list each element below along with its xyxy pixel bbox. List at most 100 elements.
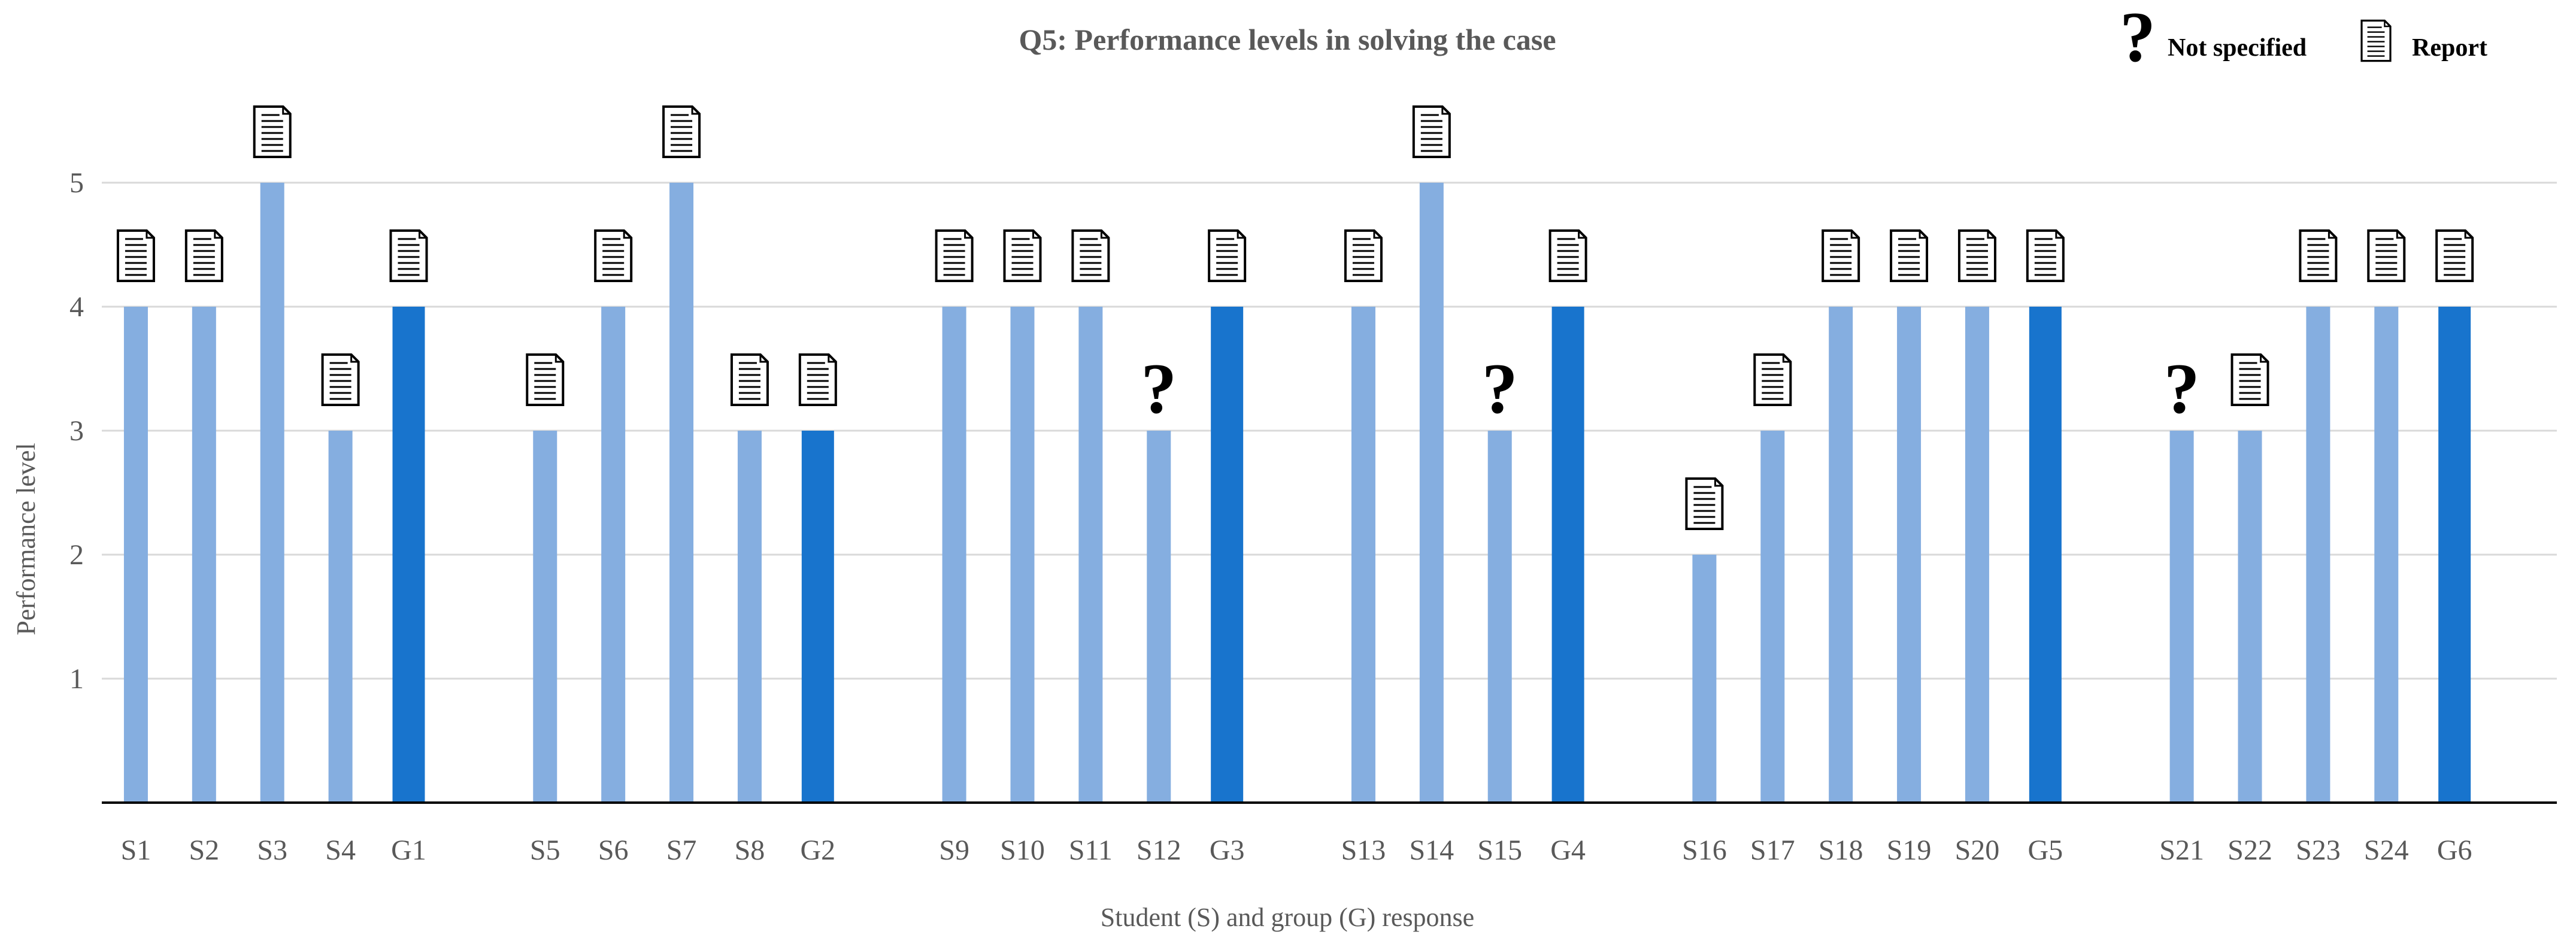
chart-title: Q5: Performance levels in solving the ca… (1019, 23, 1556, 56)
report-icon (1071, 229, 1110, 282)
report-icon (389, 229, 428, 282)
question-icon: ? (1141, 349, 1177, 428)
question-icon: ? (2164, 349, 2200, 428)
report-icon (1753, 353, 1792, 406)
legend-item-not-specified: ? Not specified (2120, 0, 2307, 77)
y-tick-label: 4 (69, 291, 84, 323)
x-tick-label: S23 (2296, 834, 2341, 866)
report-icon (1208, 229, 1247, 282)
bar-g1 (392, 307, 425, 803)
report-icon (1890, 229, 1929, 282)
bars (123, 183, 2471, 803)
bar-s11 (1078, 307, 1103, 803)
x-tick-label: S16 (1682, 834, 1727, 866)
report-icon (2435, 229, 2474, 282)
x-axis-label: Student (S) and group (G) response (1101, 903, 1474, 932)
x-tick-label: S12 (1137, 834, 1181, 866)
report-icon (1822, 229, 1860, 282)
bar-s14 (1419, 183, 1444, 803)
bar-s9 (942, 307, 966, 803)
x-tick-label: S19 (1887, 834, 1932, 866)
bar-s19 (1897, 307, 1922, 803)
report-icon (1344, 229, 1383, 282)
bar-s10 (1010, 307, 1035, 803)
x-tick-label: S14 (1409, 834, 1454, 866)
x-tick-label: S1 (121, 834, 151, 866)
x-tick-label: G6 (2437, 834, 2472, 866)
y-tick-label: 1 (69, 663, 84, 695)
x-tick-label: S18 (1819, 834, 1863, 866)
bar-s2 (192, 307, 216, 803)
bar-g4 (1551, 307, 1584, 803)
y-tick-labels: 1 2 3 4 5 (69, 167, 84, 695)
x-tick-label: G3 (1210, 834, 1245, 866)
report-icon (184, 229, 223, 282)
y-axis-label: Performance level (11, 443, 41, 635)
bar-s12 (1147, 431, 1171, 803)
bar-s5 (533, 431, 557, 803)
bar-s22 (2238, 431, 2262, 803)
bar-g5 (2029, 307, 2062, 803)
bar-g6 (2438, 307, 2471, 803)
legend: ? Not specified Report (2120, 0, 2487, 77)
x-tick-label: S3 (257, 834, 287, 866)
report-icon (2230, 353, 2269, 406)
x-tick-label: S24 (2364, 834, 2409, 866)
x-tick-label: S13 (1341, 834, 1386, 866)
report-icon (253, 105, 292, 158)
report-icon (730, 353, 769, 406)
bar-s15 (1487, 431, 1512, 803)
x-tick-label: S21 (2159, 834, 2204, 866)
question-icon: ? (1482, 349, 1518, 428)
bar-s23 (2306, 307, 2330, 803)
report-icon (935, 229, 974, 282)
legend-item-report: Report (2360, 19, 2487, 62)
report-icon (1548, 229, 1587, 282)
bar-s3 (260, 183, 284, 803)
legend-label-not-specified: Not specified (2168, 34, 2307, 62)
x-tick-label: G1 (391, 834, 426, 866)
x-tick-label: G5 (2028, 834, 2063, 866)
report-icon (1412, 105, 1451, 158)
report-icon (1003, 229, 1042, 282)
bar-s20 (1965, 307, 1989, 803)
bar-s1 (123, 307, 148, 803)
report-icon (2299, 229, 2338, 282)
y-tick-label: 5 (69, 167, 84, 199)
x-tick-label: G4 (1550, 834, 1586, 866)
bar-s7 (669, 183, 694, 803)
x-tick-label: S17 (1750, 834, 1795, 866)
report-icon (526, 353, 565, 406)
bar-s13 (1351, 307, 1375, 803)
bar-s4 (328, 431, 353, 803)
x-tick-label: S8 (735, 834, 765, 866)
report-icon (321, 353, 360, 406)
bar-g3 (1211, 307, 1244, 803)
report-icon (1685, 477, 1724, 530)
report-icon (594, 229, 633, 282)
report-icon (116, 229, 155, 282)
bar-s6 (601, 307, 626, 803)
x-tick-label: S11 (1069, 834, 1113, 866)
bar-s17 (1760, 431, 1785, 803)
x-tick-labels: S1 S2 S3 S4 G1 S5 S6 S7 S8 G2 S9 S10 S11 S12 G3 S13 S14 S… (121, 834, 2472, 866)
bar-g2 (801, 431, 834, 803)
legend-label-report: Report (2412, 34, 2487, 62)
x-tick-label: S2 (189, 834, 219, 866)
x-tick-label: S6 (598, 834, 629, 866)
report-icon (1957, 229, 1996, 282)
x-tick-label: S7 (666, 834, 697, 866)
bar-s8 (737, 431, 762, 803)
gridlines (102, 181, 2557, 680)
report-icon (662, 105, 701, 158)
x-tick-label: S9 (939, 834, 969, 866)
y-tick-label: 2 (69, 539, 84, 571)
report-icon (798, 353, 837, 406)
x-tick-label: S22 (2228, 834, 2272, 866)
x-tick-label: S20 (1955, 834, 2000, 866)
x-tick-label: S4 (325, 834, 356, 866)
x-tick-label: G2 (800, 834, 835, 866)
report-icon (2360, 19, 2392, 62)
